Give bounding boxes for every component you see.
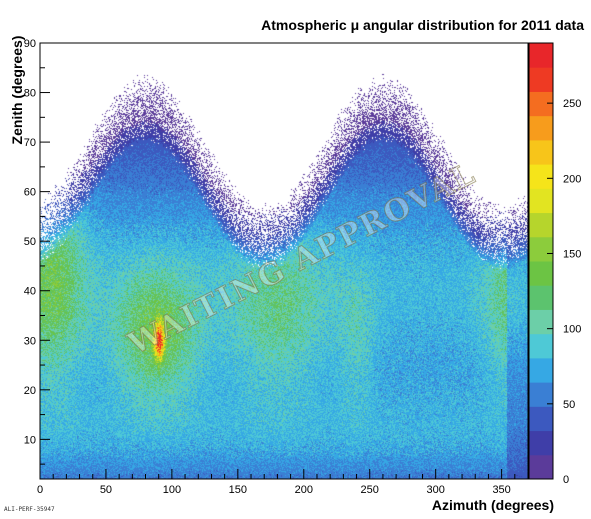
colorbar-tick-label: 150 [563,248,581,260]
colorbar-swatch [529,333,553,359]
x-tick-label: 150 [229,484,247,496]
y-axis-label: Zenith (degrees) [9,36,25,145]
chart-title: Atmospheric μ angular distribution for 2… [261,17,584,33]
y-tick-label: 60 [24,187,36,199]
colorbar-swatch [529,91,553,117]
plot-frame [39,42,529,480]
y-tick-label: 90 [24,38,36,50]
colorbar-frame [528,42,554,480]
colorbar-swatch [529,285,553,310]
axes: 0 50 100 150 200 250 300 350 10 20 30 40 50 60 70 80 90 [24,38,529,496]
x-tick-label: 300 [426,484,444,496]
y-tick-label: 40 [24,286,36,298]
colorbar-swatch [529,115,553,141]
colorbar-swatch [529,357,553,383]
y-tick-label: 50 [24,236,36,248]
y-tick-label: 70 [24,137,36,149]
footer-code: ALI-PERF-35947 [4,506,55,513]
x-tick-label: 50 [100,484,112,496]
x-tick-label: 350 [492,484,510,496]
y-tick-label: 20 [24,385,36,397]
x-tick-label: 250 [361,484,379,496]
colorbar-swatch [529,139,553,165]
x-tick-label: 100 [163,484,181,496]
colorbar-swatch [529,188,553,214]
x-tick-label: 0 [37,484,43,496]
colorbar-swatch [529,164,553,189]
colorbar-swatch [529,309,553,335]
colorbar-swatch [529,406,553,432]
colorbar-tick-label: 250 [563,98,581,110]
colorbar-swatch [529,261,553,286]
y-tick-label: 80 [24,88,36,100]
colorbar-swatch [529,236,553,262]
x-axis-label: Azimuth (degrees) [432,497,554,513]
y-tick-label: 30 [24,335,36,347]
colorbar-swatch [529,430,553,456]
color-scale-bar: 0 50 100 150 200 250 [528,42,581,486]
colorbar-tick-label: 0 [563,474,569,486]
colorbar-swatch [529,454,553,480]
y-tick-label: 10 [24,434,36,446]
colorbar-tick-label: 100 [563,324,581,336]
colorbar-swatch [529,382,553,407]
heatmap-cells [40,43,528,479]
colorbar-tick-label: 200 [563,173,581,185]
colorbar-swatch [529,67,553,92]
x-tick-label: 200 [295,484,313,496]
plot-area [40,43,528,479]
colorbar-swatch [529,212,553,238]
colorbar-tick-label: 50 [563,399,575,411]
colorbar-swatch [529,43,553,68]
